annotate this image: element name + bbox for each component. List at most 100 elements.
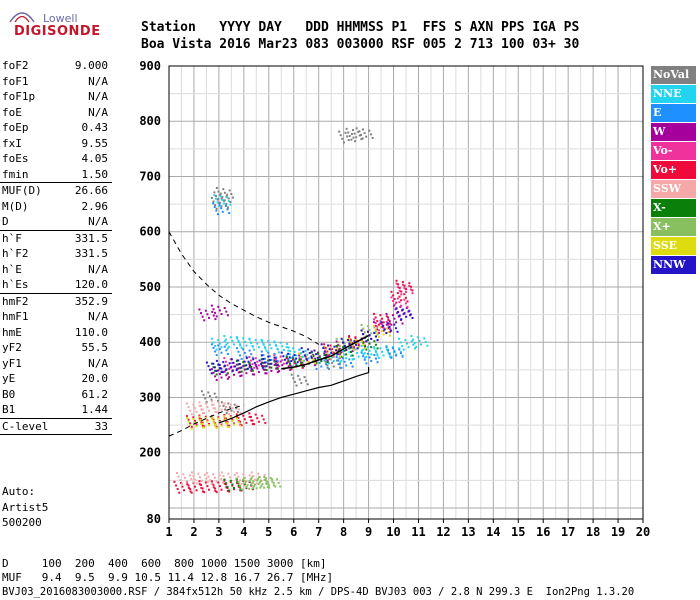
trace-dot (260, 358, 263, 361)
trace-dot (371, 136, 374, 139)
trace-dot (268, 355, 271, 358)
trace-dot (233, 403, 236, 406)
trace-dot (263, 368, 266, 371)
trace-dot (210, 343, 213, 346)
trace-dot (337, 341, 340, 344)
trace-dot (331, 356, 334, 359)
trace-dot (256, 367, 259, 370)
trace-point-e (212, 202, 231, 216)
trace-dot (226, 377, 229, 380)
trace-dot (232, 343, 235, 346)
param-row: hmF2 352.9 (0, 292, 112, 310)
trace-dot (203, 319, 206, 322)
trace-dot (276, 360, 279, 363)
trace-dot (373, 321, 376, 324)
trace-dot (276, 363, 279, 366)
trace-dot (264, 347, 267, 350)
trace-dot (405, 307, 408, 310)
trace-dot (363, 132, 366, 135)
trace-dot (265, 369, 268, 372)
trace-dot (223, 479, 226, 482)
trace-dot (242, 364, 245, 367)
trace-dot (231, 483, 234, 486)
trace-dot (212, 403, 215, 406)
trace-dot (403, 293, 406, 296)
trace-dot (250, 476, 253, 479)
trace-dot (253, 373, 256, 376)
trace-dot (374, 324, 377, 327)
param-name: h`E (2, 262, 22, 276)
trace-dot (217, 369, 220, 372)
trace-dot (365, 348, 368, 351)
trace-dot (281, 364, 284, 367)
trace-dot (222, 202, 225, 205)
trace-dot (338, 347, 341, 350)
trace-dot (275, 364, 278, 367)
trace-dot (383, 328, 386, 331)
trace-dot (276, 371, 279, 374)
trace-dot (202, 393, 205, 396)
trace-dot (235, 472, 238, 475)
trace-dot (229, 200, 232, 203)
trace-dot (292, 377, 295, 380)
trace-point-w (373, 321, 392, 335)
trace-dot (403, 284, 406, 287)
trace-dot (193, 407, 196, 410)
trace-dot (215, 209, 218, 212)
trace-dot (262, 418, 265, 421)
trace-dot (235, 336, 238, 339)
param-value: 331.5 (74, 231, 108, 245)
trace-dot (409, 285, 412, 288)
trace-dot (312, 354, 315, 357)
trace-dot (226, 372, 229, 375)
trace-dot (222, 188, 225, 191)
trace-dot (285, 346, 288, 349)
trace-dot (229, 336, 232, 339)
trace-dot (211, 403, 214, 406)
trace-dot (292, 357, 295, 360)
trace-dot (257, 346, 260, 349)
trace-dot (263, 475, 266, 478)
trace-dot (210, 368, 213, 371)
trace-dot (260, 350, 263, 353)
trace-dot (355, 127, 358, 130)
trace-dot (340, 351, 343, 354)
trace-dot (394, 327, 397, 330)
trace-dot (262, 365, 265, 368)
trace-dot (223, 364, 226, 367)
trace-dot (301, 366, 304, 369)
trace-dot (220, 423, 223, 426)
trace-dot (380, 321, 383, 324)
trace-dot (256, 360, 259, 363)
trace-dot (397, 283, 400, 286)
trace-dot (400, 293, 403, 296)
trace-dot (303, 365, 306, 368)
trace-dot (220, 408, 223, 411)
trace-dot (365, 135, 368, 138)
trace-dot (326, 366, 329, 369)
trace-dot (385, 344, 388, 347)
param-row: foE N/A (0, 105, 112, 121)
trace-dot (293, 350, 296, 353)
trace-dot (331, 361, 334, 364)
trace-dot (275, 367, 278, 370)
trace-dot (339, 355, 342, 358)
trace-dot (351, 354, 354, 357)
param-name: MUF(D) (2, 184, 42, 197)
trace-dot (303, 359, 306, 362)
trace-dot (218, 419, 221, 422)
trace-dot (393, 304, 396, 307)
trace-dot (210, 400, 213, 403)
trace-dot (385, 332, 388, 335)
trace-dot (373, 353, 376, 356)
trace-dot (198, 417, 201, 420)
trace-dot (288, 361, 291, 364)
trace-dot (243, 476, 246, 479)
trace-dot (310, 351, 313, 354)
trace-dot (401, 344, 404, 347)
trace-dot (338, 130, 341, 133)
trace-dot (245, 368, 248, 371)
trace-dot (323, 359, 326, 362)
trace-dot (299, 357, 302, 360)
trace-dot (279, 485, 282, 488)
